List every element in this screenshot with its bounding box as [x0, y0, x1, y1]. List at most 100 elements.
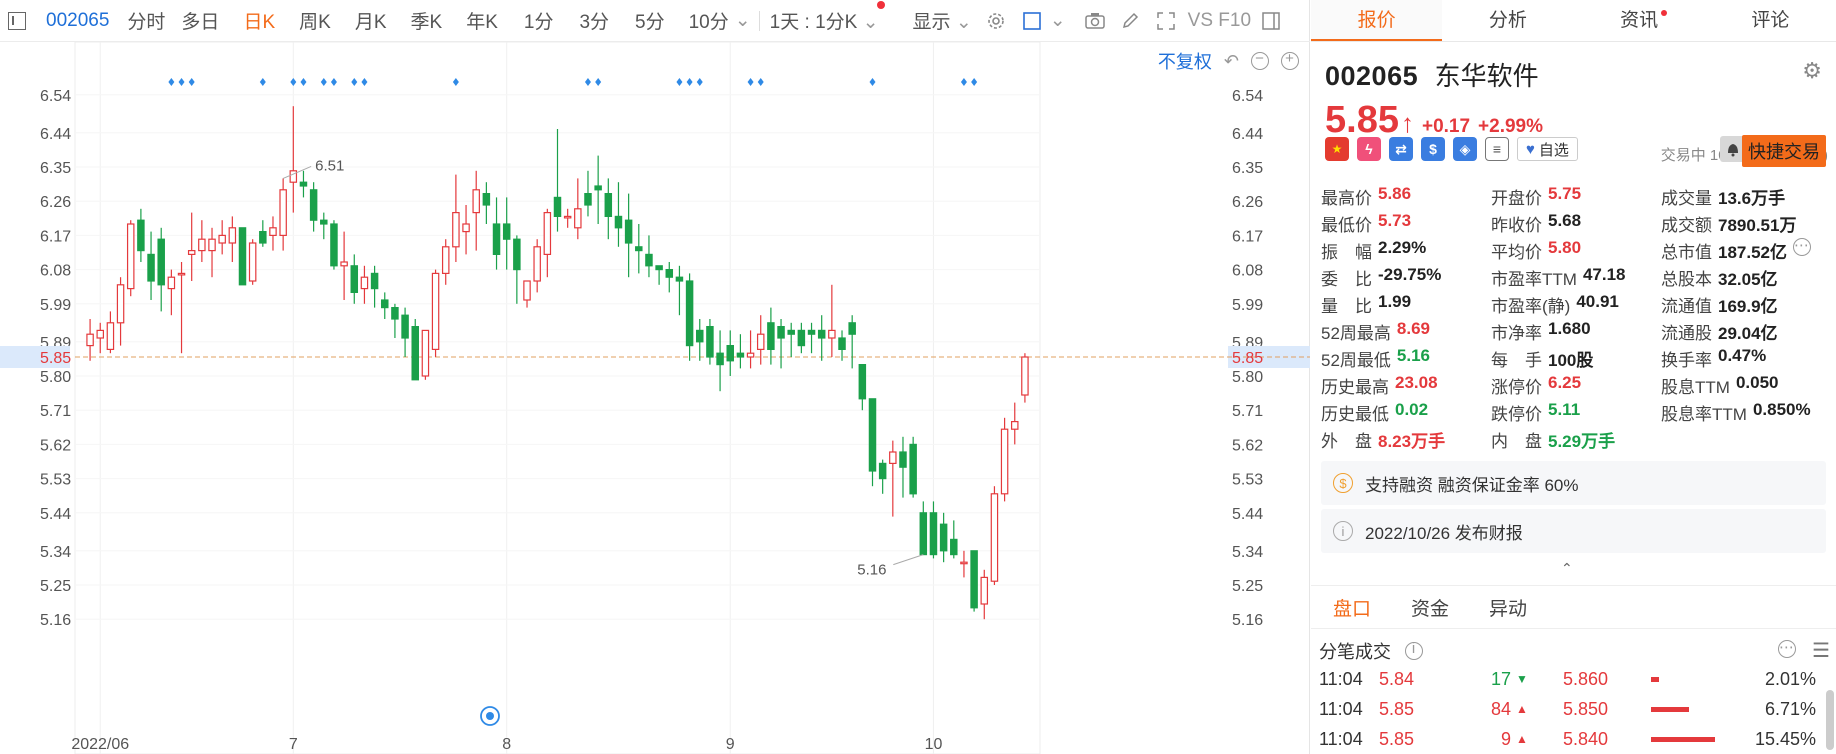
candle-body	[990, 493, 999, 582]
tab-analysis[interactable]: 分析	[1488, 10, 1527, 31]
ticks-list[interactable]: 11:04 5.84 17 ▼ 5.860 2.01% 11:04 5.85 84 ▲ 5.850 6…	[1311, 668, 1836, 754]
display-menu[interactable]: 显示 ⌄	[913, 7, 972, 34]
event-marker-icon	[696, 78, 703, 86]
stat-label: 换手率	[1661, 351, 1712, 370]
chevron-down-icon[interactable]: ⌄	[1049, 10, 1066, 31]
tick-row: 11:04 5.85 84 ▲ 5.850 6.71%	[1311, 694, 1836, 724]
y-tick-label-right: 6.08	[1232, 263, 1263, 280]
ticks-header: 分笔成交 i ⋯ ☰	[1319, 636, 1834, 666]
color-box-icon[interactable]	[1022, 11, 1042, 31]
period-intraday[interactable]: 分时	[127, 12, 166, 33]
stat-item: 昨收价 5.68	[1491, 211, 1661, 236]
zoom-out-icon[interactable]: −	[1251, 50, 1269, 70]
event-marker-icon	[290, 78, 297, 86]
stat-value: 169.9亿	[1718, 297, 1778, 316]
quick-trade-button[interactable]: 快捷交易	[1742, 135, 1826, 167]
dollar-icon[interactable]: $	[1421, 137, 1445, 161]
tab-quote[interactable]: 报价	[1311, 0, 1443, 41]
stat-label: 振 幅	[1321, 243, 1372, 262]
candle-body	[868, 398, 877, 472]
stat-value: 8.69	[1396, 319, 1431, 338]
min-pointer	[893, 554, 924, 566]
fullscreen-icon[interactable]	[1156, 11, 1176, 31]
settings-icon[interactable]	[986, 11, 1006, 31]
candle-body	[624, 219, 633, 244]
shuffle-icon[interactable]: ⇄	[1389, 137, 1413, 161]
candle-body	[746, 352, 755, 358]
collapse-icon[interactable]: ⌃	[1561, 560, 1573, 576]
info-icon[interactable]: i	[1405, 640, 1423, 660]
stat-item: 委 比 -29.75%	[1321, 265, 1491, 290]
stat-value: 0.47%	[1718, 346, 1767, 365]
stat-row: 外 盘 8.23万手 内 盘 5.29万手	[1321, 426, 1831, 453]
margin-notice[interactable]: $ 支持融资 融资保证金率 60%	[1321, 461, 1826, 505]
stock-name: 东华软件	[1434, 61, 1539, 91]
list-icon[interactable]: ☰	[1812, 640, 1830, 662]
pencil-icon[interactable]	[1120, 11, 1140, 31]
vs-f10-button[interactable]: VS F10	[1187, 9, 1252, 31]
chart-controls: 不复权 ↶ − +	[1158, 48, 1299, 74]
stat-item: 52周最低 5.16	[1321, 346, 1491, 371]
candle-body	[665, 269, 674, 278]
min-price-label: 5.16	[857, 562, 886, 579]
stat-item: 市盈率TTM 47.18	[1491, 265, 1661, 290]
candle-body	[716, 352, 724, 366]
camera-icon[interactable]	[1084, 11, 1105, 31]
period-monthly-k[interactable]: 月K	[354, 12, 387, 33]
lightning-icon[interactable]: ϟ	[1357, 137, 1381, 161]
fuquan-selector[interactable]: 不复权	[1157, 52, 1212, 72]
chevron-down-icon[interactable]: ⌄	[734, 10, 751, 31]
period-10min[interactable]: 10分	[688, 12, 729, 33]
tick-time: 11:04	[1319, 668, 1363, 689]
stat-row: 52周最高 8.69 市净率 1.680 流通股 29.04亿	[1321, 318, 1831, 345]
candle-body	[563, 215, 572, 219]
event-marker-icon	[351, 78, 358, 86]
period-weekly-k[interactable]: 周K	[299, 12, 331, 33]
candle-body	[685, 280, 694, 347]
stat-value: 5.16	[1396, 346, 1431, 365]
period-5min[interactable]: 5分	[635, 12, 665, 33]
price-change: +0.17	[1421, 116, 1471, 137]
candle-body	[756, 333, 765, 351]
tab-unusual[interactable]: 异动	[1489, 598, 1528, 620]
period-quarterly-k[interactable]: 季K	[410, 12, 443, 33]
event-marker-icon	[686, 78, 693, 86]
watchlist-label: 自选	[1538, 141, 1569, 159]
china-flag-icon: ★	[1325, 137, 1349, 161]
report-text: 2022/10/26 发布财报	[1365, 523, 1523, 543]
tag-icon[interactable]: ◈	[1453, 137, 1477, 161]
tab-news[interactable]: 资讯	[1574, 0, 1705, 41]
zoom-in-icon[interactable]: +	[1281, 50, 1299, 70]
tab-capital[interactable]: 资金	[1411, 598, 1450, 620]
report-notice[interactable]: i 2022/10/26 发布财报	[1321, 509, 1826, 553]
sidebar-toggle-icon[interactable]	[8, 11, 26, 30]
panel-toggle-icon[interactable]	[1261, 11, 1281, 31]
book-price: 5.860	[1563, 668, 1609, 689]
undo-icon[interactable]: ↶	[1223, 50, 1239, 71]
gear-icon[interactable]: ⚙	[1802, 58, 1822, 83]
candle-body	[706, 326, 714, 358]
tick-volume: 17	[1490, 668, 1511, 689]
tab-comments[interactable]: 评论	[1751, 10, 1790, 31]
document-icon[interactable]: ≡	[1485, 137, 1509, 161]
range-selector[interactable]: 1天 : 1分K ⌄	[770, 1, 885, 34]
more-icon[interactable]: ⋯	[1793, 237, 1811, 256]
period-yearly-k[interactable]: 年K	[466, 12, 498, 33]
tab-orderbook[interactable]: 盘口	[1333, 598, 1372, 620]
add-watchlist-button[interactable]: ♥ 自选	[1517, 137, 1578, 161]
period-1min[interactable]: 1分	[523, 12, 554, 33]
scrollbar[interactable]	[1826, 690, 1834, 750]
y-tick-label-left: 6.54	[40, 88, 71, 105]
event-marker-icon	[869, 78, 876, 86]
bell-icon[interactable]	[1720, 136, 1746, 162]
stat-label: 股息TTM	[1661, 378, 1730, 397]
period-multi-day[interactable]: 多日	[181, 12, 220, 33]
period-3min[interactable]: 3分	[579, 12, 610, 33]
stock-code-link[interactable]: 002065	[46, 9, 110, 31]
candle-body	[381, 299, 389, 309]
kline-chart[interactable]: 2022/06 7 8 9 10 6.54 6.54 6.44 6.44 6.35 6.35 6.26…	[0, 42, 1310, 754]
stat-item: 换手率 0.47%	[1661, 346, 1831, 371]
kline-svg[interactable]: 2022/06 7 8 9 10 6.54 6.54 6.44 6.44 6.35 6.35 6.26…	[0, 42, 1310, 754]
period-daily-k[interactable]: 日K	[243, 12, 276, 33]
more-icon[interactable]: ⋯	[1778, 639, 1796, 658]
